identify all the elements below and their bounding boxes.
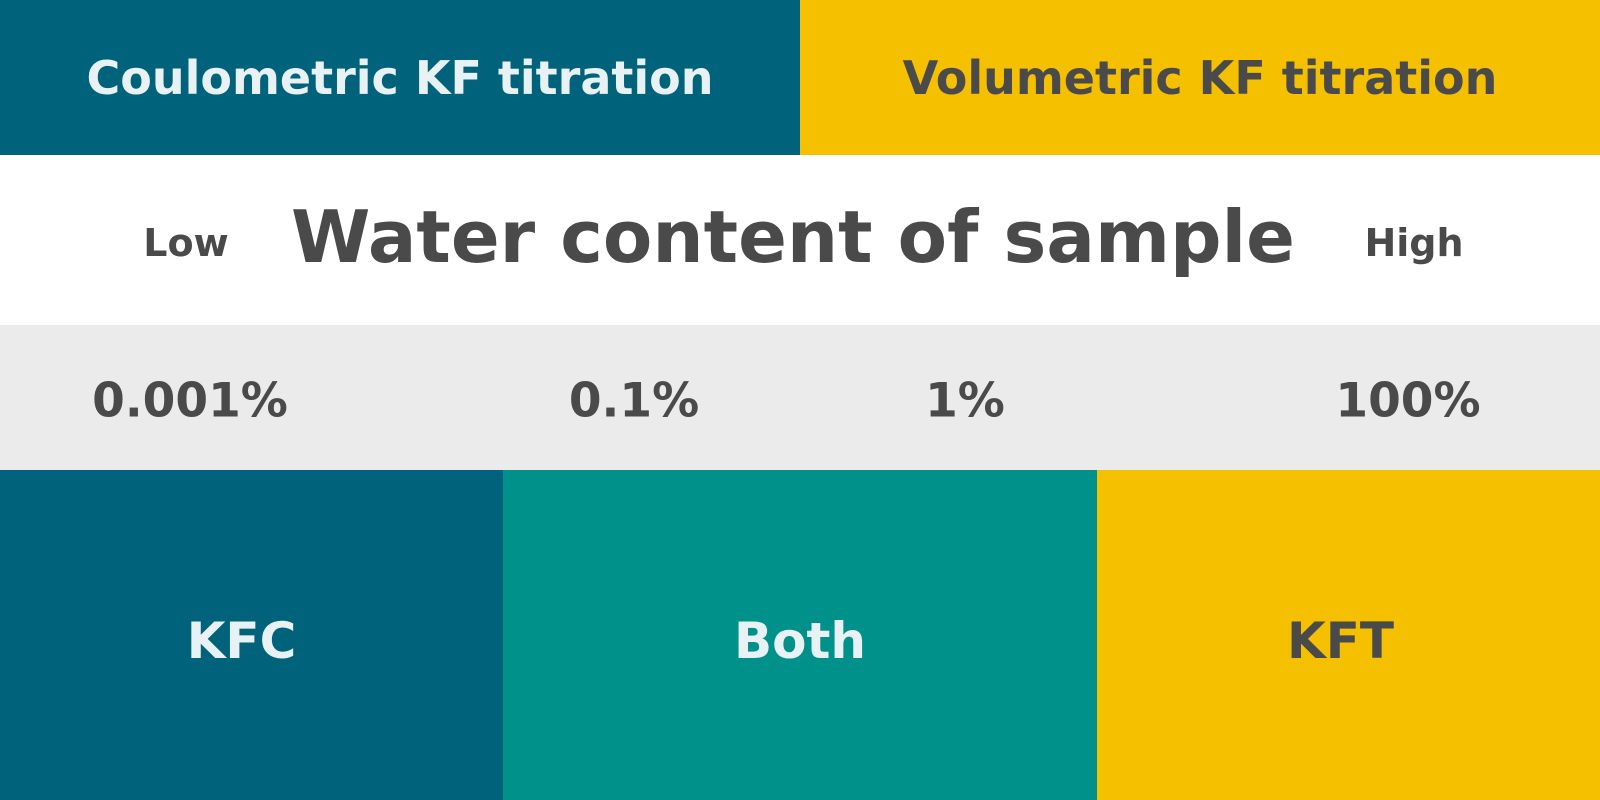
scale-tick-1: 1% [925, 373, 1005, 429]
kfc-label: KFC [186, 612, 297, 670]
volumetric-header: Volumetric KF titration [800, 0, 1600, 155]
volumetric-header-label: Volumetric KF titration [902, 50, 1498, 105]
coulometric-header-label: Coulometric KF titration [86, 50, 714, 105]
coulometric-header: Coulometric KF titration [0, 0, 800, 155]
diagram-title: Water content of sample [290, 195, 1296, 279]
scale-tick-0-001: 0.001% [92, 373, 288, 429]
kfc-range-block: KFC [0, 470, 503, 800]
scale-tick-100: 100% [1335, 373, 1481, 429]
title-band: Low Water content of sample High [0, 155, 1600, 325]
low-label: Low [143, 221, 229, 265]
kft-label: KFT [1286, 612, 1394, 670]
scale-band: 0.001% 0.1% 1% 100% [0, 325, 1600, 470]
both-label: Both [734, 612, 866, 670]
high-label: High [1364, 221, 1464, 265]
kft-range-block: KFT [1097, 470, 1600, 800]
both-range-block: Both [503, 470, 1097, 800]
scale-tick-0-1: 0.1% [568, 373, 700, 429]
